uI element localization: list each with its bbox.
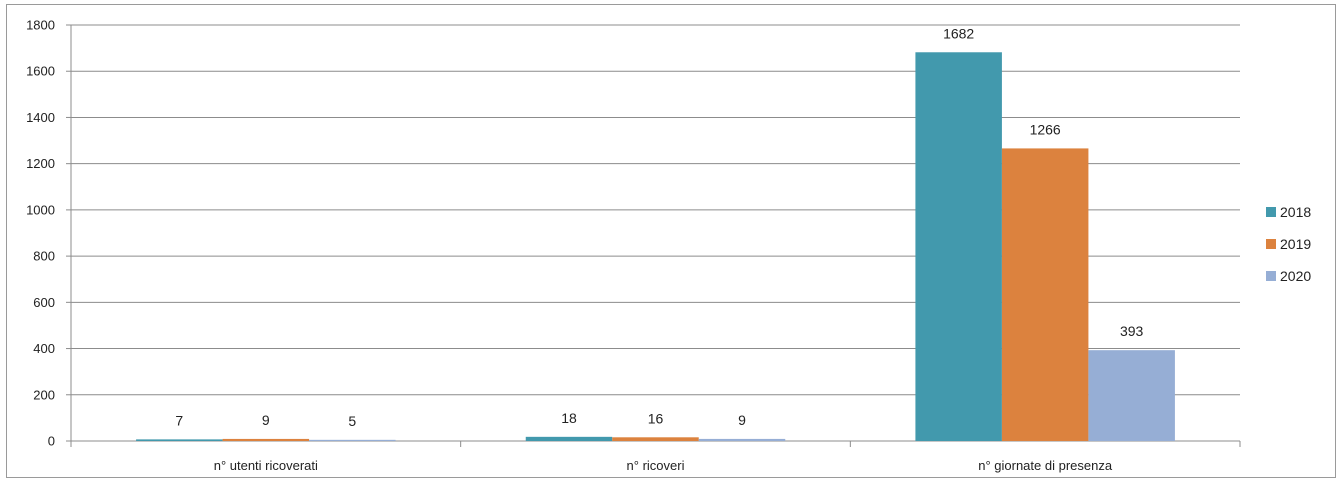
x-tick-label: n° giornate di presenza <box>978 458 1113 473</box>
y-tick-label: 1400 <box>26 110 55 125</box>
y-tick-label: 1800 <box>26 18 55 33</box>
y-tick-label: 200 <box>33 387 55 402</box>
data-label: 393 <box>1120 323 1144 339</box>
y-axis: 0 200 400 600 800 1000 1200 1400 1600 1800 <box>26 18 72 449</box>
legend-swatch <box>1266 239 1276 249</box>
bar <box>915 52 1002 441</box>
bar <box>1001 148 1089 441</box>
data-label: 16 <box>648 410 664 426</box>
data-label: 9 <box>738 412 746 428</box>
bar <box>612 437 699 441</box>
x-axis: n° utenti ricoverati n° ricoveri n° giorna… <box>70 441 1241 473</box>
legend-label: 2020 <box>1280 268 1311 284</box>
bar <box>309 439 396 441</box>
y-tick-label: 1600 <box>26 64 55 79</box>
y-tick-label: 600 <box>33 295 55 310</box>
data-label: 7 <box>175 412 183 428</box>
legend-swatch <box>1266 271 1276 281</box>
data-labels: 7 9 5 18 16 9 1682 1266 393 <box>175 25 1143 429</box>
legend-label: 2019 <box>1280 236 1311 252</box>
y-tick-label: 400 <box>33 341 55 356</box>
y-tick-label: 1000 <box>26 202 55 217</box>
bar <box>222 438 310 441</box>
data-label: 9 <box>262 412 270 428</box>
legend-label: 2018 <box>1280 204 1311 220</box>
bar <box>698 438 786 441</box>
y-tick-label: 800 <box>33 249 55 264</box>
legend-swatch <box>1266 207 1276 217</box>
bar <box>1088 350 1175 441</box>
y-tick-label: 1200 <box>26 156 55 171</box>
data-label: 1266 <box>1030 121 1061 137</box>
y-tick-label: 0 <box>48 434 55 449</box>
data-label: 1682 <box>943 25 974 41</box>
legend: 2018 2019 2020 <box>1266 204 1311 284</box>
data-label: 5 <box>348 413 356 429</box>
x-tick-label: n° ricoveri <box>627 458 685 473</box>
bar <box>136 439 223 441</box>
bars <box>136 52 1175 441</box>
bar <box>525 436 613 441</box>
x-tick-label: n° utenti ricoverati <box>214 458 318 473</box>
data-label: 18 <box>561 410 577 426</box>
